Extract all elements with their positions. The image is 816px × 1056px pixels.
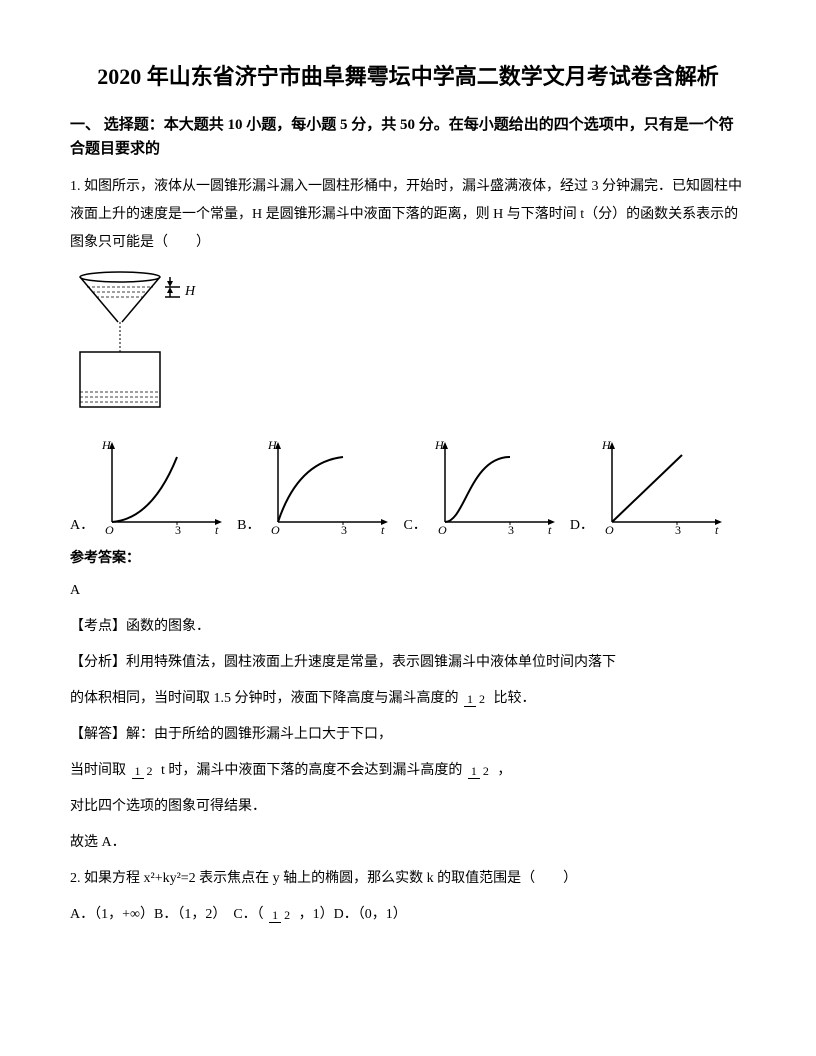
solve-line4: 故选 A． (70, 829, 746, 857)
option-b-label: B． (237, 514, 260, 537)
solve-label: 【解答】解：由于所给的圆锥形漏斗上口大于下口， (70, 721, 746, 749)
fraction-half-2: 12 (132, 764, 156, 778)
solve-line3: 对比四个选项的图象可得结果． (70, 793, 746, 821)
svg-text:t: t (715, 523, 719, 537)
analysis-line1: 【分析】利用特殊值法，圆柱液面上升速度是常量，表示圆锥漏斗中液体单位时间内落下 (70, 649, 746, 677)
svg-text:H: H (601, 438, 612, 452)
fraction-half-1: 12 (464, 692, 488, 706)
q2-options-pre: A．（1，+∞）B．（1，2） C．（ (70, 907, 264, 922)
svg-text:H: H (434, 438, 445, 452)
solve-line2-pre: 当时间取 (70, 763, 126, 778)
solve-line2: 当时间取 12 t 时，漏斗中液面下落的高度不会达到漏斗高度的 12 ， (70, 757, 746, 785)
point-label: 【考点】函数的图象． (70, 613, 746, 641)
answer-label: 参考答案： (70, 547, 746, 567)
question-2-text: 2. 如果方程 x²+ky²=2 表示焦点在 y 轴上的椭圆，那么实数 k 的取… (70, 865, 746, 893)
svg-text:O: O (438, 523, 447, 537)
svg-text:3: 3 (675, 523, 681, 537)
option-a: A． H O 3 t (70, 437, 227, 537)
funnel-diagram: H (70, 267, 746, 422)
analysis-line2-pre: 的体积相同，当时间取 1.5 分钟时，液面下降高度与漏斗高度的 (70, 691, 459, 706)
answer-value: A (70, 577, 746, 605)
analysis-line2-post: 比较． (494, 691, 536, 706)
section-1-header: 一、 选择题：本大题共 10 小题，每小题 5 分，共 50 分。在每小题给出的… (70, 113, 746, 161)
svg-text:t: t (215, 523, 219, 537)
svg-text:O: O (605, 523, 614, 537)
svg-text:O: O (271, 523, 280, 537)
page-title: 2020 年山东省济宁市曲阜舞雩坛中学高二数学文月考试卷含解析 (70, 60, 746, 93)
option-a-label: A． (70, 514, 94, 537)
svg-text:3: 3 (341, 523, 347, 537)
svg-text:t: t (548, 523, 552, 537)
question-1-text: 1. 如图所示，液体从一圆锥形漏斗漏入一圆柱形桶中，开始时，漏斗盛满液体，经过 … (70, 173, 746, 257)
graph-a-icon: H O 3 t (97, 437, 227, 537)
q2-options-post: ，1）D．（0，1） (299, 907, 407, 922)
option-c-label: C． (403, 514, 426, 537)
graph-b-icon: H O 3 t (263, 437, 393, 537)
option-c: C． H O 3 t (403, 437, 559, 537)
svg-text:H: H (267, 438, 278, 452)
svg-text:O: O (105, 523, 114, 537)
graph-c-icon: H O 3 t (430, 437, 560, 537)
solve-line2-post: ， (497, 763, 511, 778)
graph-d-icon: H O 3 t (597, 437, 727, 537)
svg-text:3: 3 (508, 523, 514, 537)
option-b: B． H O 3 t (237, 437, 393, 537)
fraction-half-4: 12 (269, 908, 293, 922)
question-1-options: A． H O 3 t B． H O 3 t (70, 437, 746, 537)
question-2-options: A．（1，+∞）B．（1，2） C．（ 12 ，1）D．（0，1） (70, 903, 746, 923)
svg-text:t: t (381, 523, 385, 537)
analysis-line2: 的体积相同，当时间取 1.5 分钟时，液面下降高度与漏斗高度的 12 比较． (70, 685, 746, 713)
option-d-label: D． (570, 514, 594, 537)
svg-text:H: H (101, 438, 112, 452)
svg-text:3: 3 (175, 523, 181, 537)
solve-line2-mid: t 时，漏斗中液面下落的高度不会达到漏斗高度的 (161, 763, 462, 778)
h-label: H (184, 284, 196, 299)
option-d: D． H O 3 t (570, 437, 727, 537)
fraction-half-3: 12 (468, 764, 492, 778)
